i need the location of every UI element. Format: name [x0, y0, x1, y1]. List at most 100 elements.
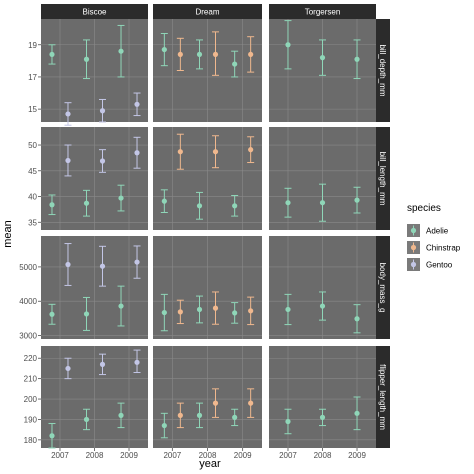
data-point-adelie: [118, 412, 124, 418]
errorbar-gentoo: [64, 357, 72, 380]
data-point-chinstrap: [177, 51, 183, 58]
data-point-adelie: [319, 414, 326, 420]
errorbar-chinstrap: [247, 136, 255, 164]
data-point-adelie: [161, 198, 167, 204]
x-axis-title: year: [199, 458, 221, 470]
errorbar-adelie: [196, 402, 203, 429]
errorbar-adelie: [319, 408, 326, 427]
errorbar-adelie: [48, 194, 56, 216]
errorbar-adelie: [160, 189, 168, 213]
errorbar-adelie: [231, 194, 239, 217]
y-tick-label: 17: [28, 73, 37, 82]
data-point-chinstrap: [212, 51, 219, 58]
data-point-chinstrap: [212, 400, 219, 406]
panel-bill_depth_mm-biscoe: [41, 19, 148, 126]
data-point-adelie: [285, 200, 291, 206]
data-point-chinstrap: [248, 147, 254, 153]
errorbar-adelie: [83, 296, 90, 331]
errorbar-chinstrap: [176, 299, 184, 325]
y-tick-label: 220: [24, 354, 38, 363]
errorbar-chinstrap: [176, 37, 184, 71]
errorbar-adelie: [160, 293, 168, 332]
legend-title: species: [407, 203, 441, 214]
data-point-adelie: [196, 412, 203, 418]
x-tick-label: 2008: [86, 451, 104, 460]
data-point-chinstrap: [212, 305, 219, 311]
legend-key-chinstrap: [410, 244, 417, 251]
data-point-adelie: [232, 61, 238, 67]
legend-key-adelie: [410, 227, 417, 234]
legend-label-adelie: Adelie: [426, 227, 449, 236]
data-point-gentoo: [99, 361, 106, 367]
x-tick-label: 2007: [163, 451, 181, 460]
errorbar-adelie: [83, 189, 90, 217]
data-point-adelie: [319, 303, 326, 309]
errorbar-gentoo: [133, 136, 141, 169]
errorbar-chinstrap: [212, 135, 219, 169]
errorbar-adelie: [284, 187, 292, 218]
data-point-adelie: [118, 48, 124, 54]
data-point-adelie: [118, 303, 124, 309]
errorbar-adelie: [160, 412, 168, 439]
errorbar-adelie: [353, 396, 361, 431]
data-point-adelie: [83, 200, 90, 206]
errorbar-gentoo: [99, 149, 106, 173]
panel-bill_length_mm-biscoe: [41, 127, 148, 230]
data-point-adelie: [285, 306, 291, 313]
strip-row-label: body_mass_g: [378, 263, 387, 313]
data-point-chinstrap: [212, 149, 219, 155]
data-point-adelie: [285, 42, 291, 48]
panel-flipper_length_mm-biscoe: [41, 346, 148, 449]
errorbar-adelie: [231, 50, 239, 78]
data-point-gentoo: [65, 365, 71, 372]
strip-row-label: bill_length_mm: [378, 152, 387, 206]
data-point-adelie: [49, 311, 55, 317]
y-axis-title: mean: [2, 220, 14, 248]
errorbar-adelie: [319, 39, 326, 76]
errorbar-adelie: [48, 423, 56, 449]
data-point-chinstrap: [248, 308, 254, 314]
panel-body_mass_g-biscoe: [41, 236, 148, 339]
legend: species Adelie Chinstrap Gentoo: [407, 203, 461, 271]
errorbar-adelie: [48, 44, 56, 65]
strip-col-label: Torgersen: [305, 8, 341, 17]
errorbar-gentoo: [99, 353, 106, 376]
legend-label-gentoo: Gentoo: [426, 261, 453, 270]
errorbar-adelie: [117, 402, 125, 429]
errorbar-adelie: [83, 39, 90, 80]
data-point-adelie: [49, 202, 55, 208]
y-tick-label: 3000: [19, 332, 37, 341]
data-point-adelie: [118, 195, 124, 201]
data-point-gentoo: [134, 359, 140, 365]
errorbar-adelie: [319, 291, 326, 321]
data-point-adelie: [354, 197, 360, 203]
errorbar-chinstrap: [212, 31, 219, 76]
errorbar-gentoo: [64, 102, 72, 126]
strip-row-flipper_length_mm: [376, 346, 390, 448]
errorbar-chinstrap: [247, 296, 255, 326]
errorbar-chinstrap: [176, 133, 184, 170]
strip-col-dream: [153, 4, 262, 19]
data-point-adelie: [354, 56, 360, 62]
strip-row-bill_length_mm: [376, 127, 390, 230]
errorbar-adelie: [231, 408, 239, 427]
errorbar-gentoo: [64, 243, 72, 286]
panel-flipper_length_mm-torgersen: [269, 346, 376, 448]
data-point-adelie: [232, 310, 238, 316]
data-point-chinstrap: [248, 400, 254, 406]
errorbar-gentoo: [99, 245, 106, 287]
data-point-gentoo: [134, 150, 140, 156]
strip-col-label: Biscoe: [82, 8, 107, 17]
errorbar-gentoo: [133, 349, 141, 374]
data-point-gentoo: [99, 263, 106, 269]
errorbar-adelie: [284, 408, 292, 435]
panel-body_mass_g-dream: [153, 236, 262, 339]
data-point-gentoo: [65, 261, 71, 268]
legend-label-chinstrap: Chinstrap: [426, 244, 461, 253]
data-point-adelie: [83, 56, 90, 62]
panel-bill_length_mm-dream: [153, 127, 262, 230]
data-point-gentoo: [65, 157, 71, 164]
data-point-gentoo: [134, 101, 140, 107]
strip-col-biscoe: [41, 4, 148, 19]
errorbar-chinstrap: [247, 388, 255, 418]
